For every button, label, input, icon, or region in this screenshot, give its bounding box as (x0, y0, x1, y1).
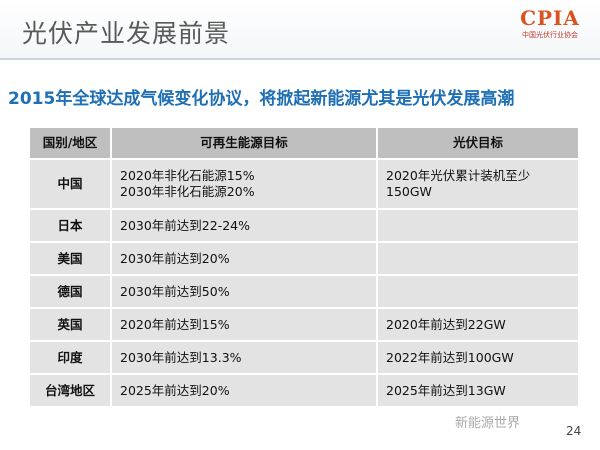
table-cell: 2020年前达到22GW (376, 307, 580, 342)
logo-name: 中国光伏行业协会 (522, 31, 578, 39)
header-bar: 光伏产业发展前景 CPIA 中国光伏行业协会 (0, 0, 600, 60)
column-header: 可再生能源目标 (110, 126, 378, 160)
table-cell: 台湾地区 (28, 373, 112, 408)
table-cell: 英国 (28, 307, 112, 342)
table-cell: 德国 (28, 274, 112, 309)
table-cell: 印度 (28, 340, 112, 375)
table-cell: 2030年前达到50% (110, 274, 378, 309)
page-number: 24 (566, 424, 582, 438)
table-cell: 2020年光伏累计装机至少150GW (376, 158, 580, 210)
table-cell: 2020年前达到15% (110, 307, 378, 342)
table-row: 印度 2030年前达到13.3% 2022年前达到100GW (28, 340, 580, 375)
table-row: 中国 2020年非化石能源15% 2030年非化石能源20% 2020年光伏累计装机至… (28, 158, 580, 210)
table-cell: 2030年前达到22-24% (110, 208, 378, 243)
table-cell (376, 241, 580, 276)
watermark: 新能源世界 (455, 416, 521, 431)
column-header: 国别/地区 (28, 126, 112, 160)
table-cell (376, 274, 580, 309)
table-cell: 2030年前达到20% (110, 241, 378, 276)
table-cell: 2030年前达到13.3% (110, 340, 378, 375)
targets-table: 国别/地区 可再生能源目标 光伏目标 中国 2020年非化石能源15% 2030年非化石能… (28, 126, 580, 408)
table-cell: 美国 (28, 241, 112, 276)
table-row: 台湾地区 2025年前达到20% 2025年前达到13GW (28, 373, 580, 408)
cell-line: 2030年非化石能源20% (120, 184, 255, 199)
table-row: 美国 2030年前达到20% (28, 241, 580, 276)
slide-title: 光伏产业发展前景 (22, 19, 231, 48)
subtitle: 2015年全球达成气候变化协议，将掀起新能源尤其是光伏发展高潮 (8, 89, 515, 109)
table-row: 德国 2030年前达到50% (28, 274, 580, 309)
logo-mark: CPIA (520, 6, 580, 30)
table-cell: 2022年前达到100GW (376, 340, 580, 375)
table-cell: 日本 (28, 208, 112, 243)
cell-line: 2020年非化石能源15% (120, 168, 255, 183)
table-cell: 2025年前达到13GW (376, 373, 580, 408)
table-row: 英国 2020年前达到15% 2020年前达到22GW (28, 307, 580, 342)
logo: CPIA 中国光伏行业协会 (510, 6, 590, 40)
table-cell (376, 208, 580, 243)
column-header: 光伏目标 (376, 126, 580, 160)
table-cell: 2020年非化石能源15% 2030年非化石能源20% (110, 158, 378, 210)
table-row: 日本 2030年前达到22-24% (28, 208, 580, 243)
table-cell: 中国 (28, 158, 112, 210)
header-row: 国别/地区 可再生能源目标 光伏目标 (28, 126, 580, 160)
table-cell: 2025年前达到20% (110, 373, 378, 408)
